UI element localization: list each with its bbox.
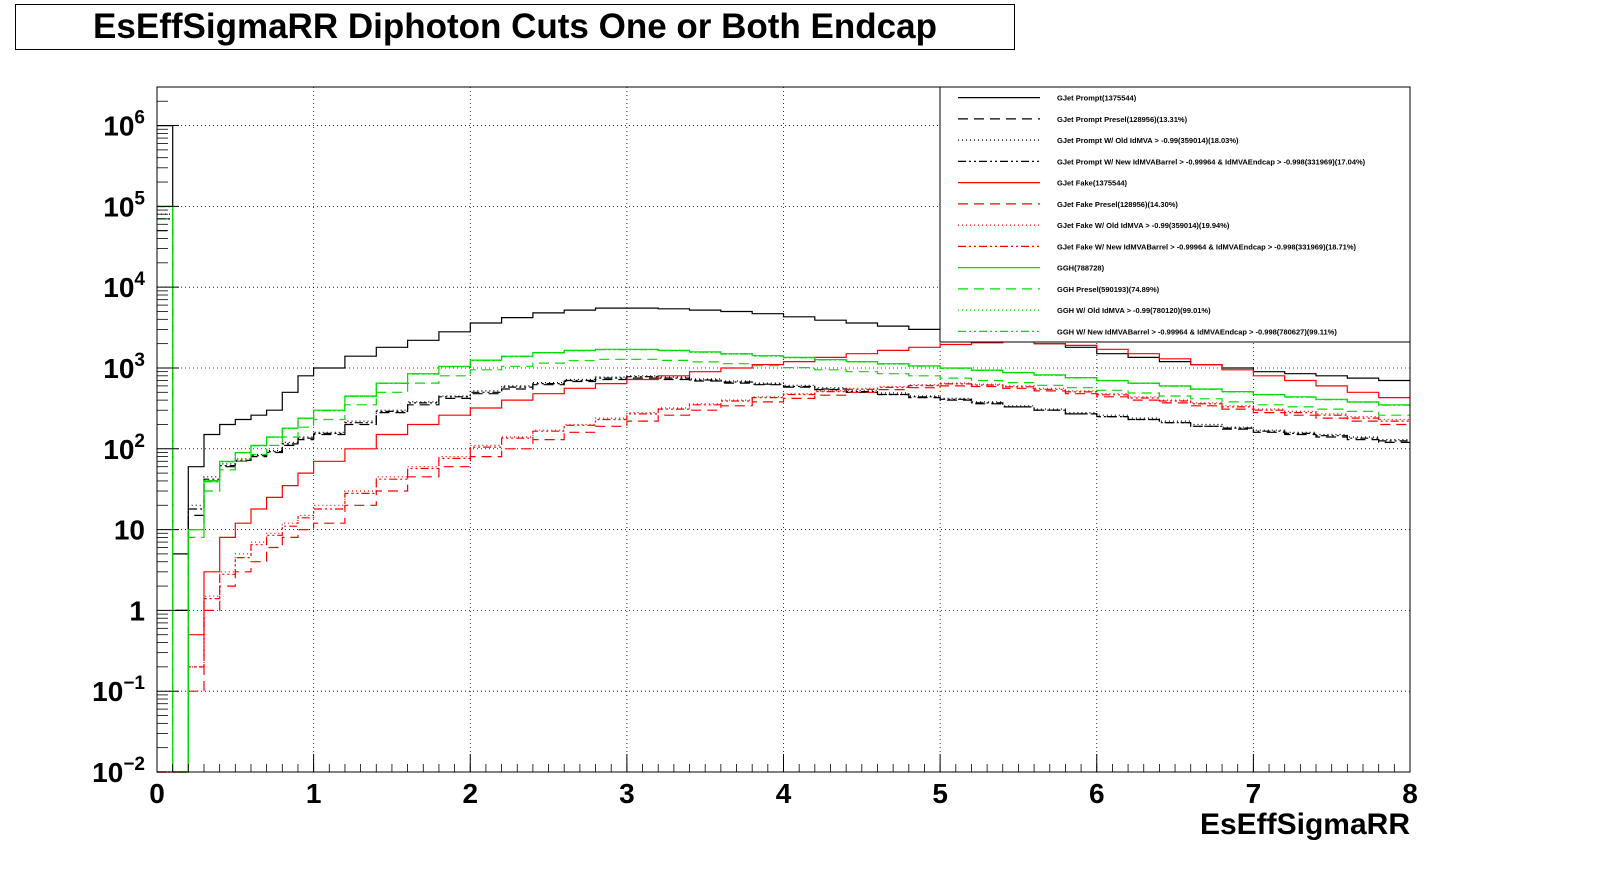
y-tick-exponent: 6 — [134, 108, 145, 129]
x-tick-label: 0 — [149, 778, 165, 809]
legend-label: GJet Fake Presel(128956)(14.30%) — [1057, 200, 1178, 209]
y-tick-exponent: −2 — [123, 754, 145, 775]
x-tick-label: 8 — [1402, 778, 1418, 809]
legend-label: GJet Prompt Presel(128956)(13.31%) — [1057, 115, 1188, 124]
series-line — [157, 206, 1410, 773]
axis-ticks — [156, 86, 1411, 773]
y-tick-base: 10 — [103, 191, 134, 222]
series-line — [157, 218, 1410, 611]
x-tick-label: 2 — [462, 778, 478, 809]
chart-title: EsEffSigmaRR Diphoton Cuts One or Both E… — [15, 4, 1015, 50]
legend-label: GJet Prompt(1375544) — [1057, 94, 1137, 103]
legend-label: GGH W/ New IdMVABarrel > -0.99964 & IdMV… — [1057, 327, 1337, 336]
y-tick-label: 10−1 — [92, 673, 145, 707]
legend-label: GJet Prompt W/ New IdMVABarrel > -0.9996… — [1057, 157, 1366, 166]
y-tick-exponent: 3 — [134, 350, 145, 371]
legend-label: GJet Fake(1375544) — [1057, 179, 1128, 188]
y-tick-base: 1 — [129, 595, 145, 626]
y-tick-label: 1 — [129, 595, 145, 626]
legend-label: GJet Fake W/ New IdMVABarrel > -0.99964 … — [1057, 242, 1357, 251]
series-line — [157, 218, 1410, 773]
series-line — [157, 383, 1410, 773]
legend-box — [939, 86, 1411, 343]
y-tick-exponent: 2 — [134, 431, 145, 452]
y-tick-label: 106 — [103, 108, 145, 142]
y-tick-exponent: 4 — [134, 269, 145, 290]
x-tick-label: 5 — [932, 778, 948, 809]
y-tick-label: 104 — [103, 269, 145, 303]
legend-label: GGH W/ Old IdMVA > -0.99(780120)(99.01%) — [1057, 306, 1211, 315]
legend-label: GJet Fake W/ Old IdMVA > -0.99(359014)(1… — [1057, 221, 1230, 230]
x-tick-label: 7 — [1246, 778, 1262, 809]
series-line — [157, 341, 1410, 773]
y-tick-label: 103 — [103, 350, 145, 384]
series-line — [157, 125, 1410, 555]
y-tick-label: 102 — [103, 431, 145, 465]
legend: GJet Prompt(1375544) GJet Prompt Presel(1… — [939, 86, 1411, 343]
series-line — [157, 230, 1410, 611]
x-tick-label: 3 — [619, 778, 635, 809]
series-layer — [157, 125, 1410, 773]
series-line — [157, 382, 1410, 773]
y-tick-base: 10 — [103, 353, 134, 384]
legend-label: GGH Presel(590193)(74.89%) — [1057, 285, 1160, 294]
series-line — [157, 385, 1410, 773]
y-tick-exponent: −1 — [123, 673, 145, 694]
legend-label: GGH(788728) — [1057, 264, 1105, 273]
y-tick-base: 10 — [114, 515, 145, 546]
y-tick-base: 10 — [103, 111, 134, 142]
y-tick-base: 10 — [103, 434, 134, 465]
x-tick-label: 1 — [306, 778, 322, 809]
y-tick-base: 10 — [92, 757, 123, 788]
y-tick-label: 10−2 — [92, 754, 145, 788]
x-tick-labels: 0 1 2 3 4 5 6 7 8 — [149, 778, 1418, 809]
x-tick-label: 4 — [776, 778, 792, 809]
y-tick-label: 105 — [103, 188, 145, 222]
y-tick-base: 10 — [92, 676, 123, 707]
y-tick-exponent: 5 — [134, 188, 145, 209]
y-tick-base: 10 — [103, 272, 134, 303]
y-tick-label: 10 — [114, 515, 145, 546]
x-axis-title: EsEffSigmaRR — [1200, 808, 1410, 841]
legend-label: GJet Prompt W/ Old IdMVA > -0.99(359014)… — [1057, 136, 1239, 145]
x-tick-label: 6 — [1089, 778, 1105, 809]
